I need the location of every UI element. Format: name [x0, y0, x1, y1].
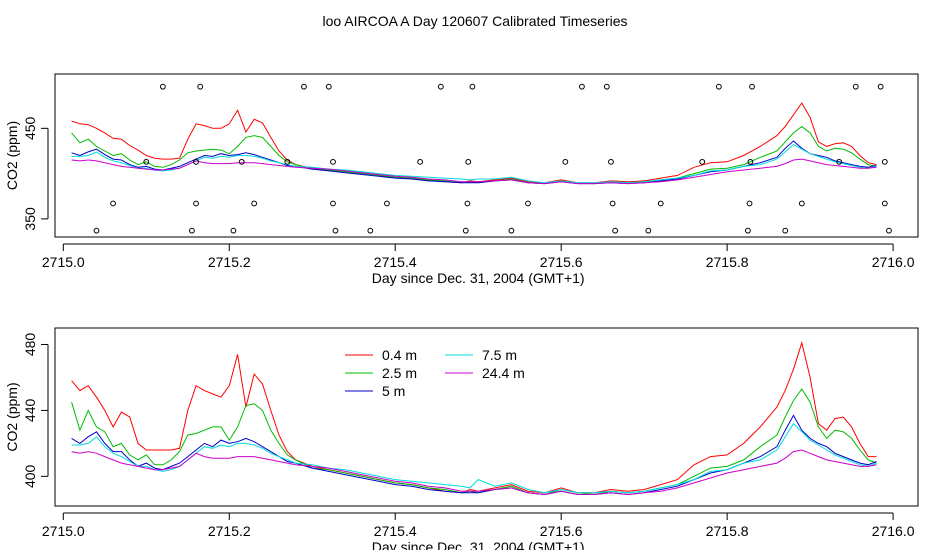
data-marker [143, 158, 150, 165]
data-marker [886, 227, 892, 234]
legend-label: 2.5 m [382, 365, 417, 381]
data-marker [325, 83, 332, 90]
data-marker [332, 227, 339, 234]
data-marker [93, 227, 100, 234]
data-marker [798, 200, 805, 207]
data-marker [384, 200, 390, 207]
series-line-5-m [71, 414, 877, 496]
series-line-24-4-m [71, 449, 877, 496]
data-marker [238, 158, 245, 165]
data-marker [645, 227, 652, 234]
data-marker [330, 158, 336, 165]
data-marker [464, 200, 471, 207]
plot-frame [54, 327, 919, 507]
data-marker [608, 158, 614, 165]
data-marker [197, 83, 204, 90]
x-tick-label: 2715.8 [706, 523, 749, 539]
legend-label: 0.4 m [382, 347, 417, 363]
data-marker [881, 158, 888, 165]
marker-group [93, 83, 892, 234]
x-axis-label: Day since Dec. 31, 2004 (GMT+1) [372, 270, 585, 286]
data-marker [367, 227, 374, 234]
x-tick-label: 2716.0 [872, 523, 915, 539]
x-tick-label: 2715.2 [208, 254, 251, 270]
data-marker [881, 200, 888, 207]
data-marker [462, 227, 469, 234]
series-line-0-4-m [71, 102, 877, 184]
legend: 0.4 m 2.5 m 5 m 7.5 m 24.4 m [345, 347, 525, 399]
figure-title: loo AIRCOA A Day 120607 Calibrated Times… [322, 13, 627, 29]
data-marker [330, 200, 336, 207]
x-tick-label: 2715.4 [374, 254, 417, 270]
data-marker [508, 227, 515, 234]
data-marker [417, 158, 424, 165]
legend-label: 7.5 m [482, 347, 517, 363]
x-axis: 2715.0 2715.2 2715.4 2715.6 2715.8 2716.0 Day … [42, 512, 915, 550]
data-marker [609, 200, 616, 207]
data-marker [193, 200, 199, 207]
x-tick-label: 2716.0 [872, 254, 915, 270]
x-tick-label: 2715.0 [42, 254, 85, 270]
data-marker [836, 158, 843, 165]
y-tick-label: 450 [22, 116, 38, 140]
data-marker [562, 158, 569, 165]
top-panel: 2715.0 2715.2 2715.4 2715.6 2715.8 2716.0 Day … [4, 73, 919, 286]
data-marker [193, 158, 199, 165]
x-tick-label: 2715.6 [540, 254, 583, 270]
series-line-2-5-m [71, 125, 877, 185]
data-marker [189, 227, 195, 234]
data-marker [699, 158, 706, 165]
data-marker [744, 227, 751, 234]
data-marker [749, 83, 755, 90]
data-marker [852, 83, 859, 90]
data-marker [469, 83, 476, 90]
x-tick-label: 2715.8 [706, 254, 749, 270]
data-marker [159, 83, 166, 90]
x-tick-label: 2715.0 [42, 523, 85, 539]
legend-label: 24.4 m [482, 365, 525, 381]
y-axis-label: CO2 (ppm) [4, 382, 20, 451]
x-axis-label: Day since Dec. 31, 2004 (GMT+1) [372, 539, 585, 550]
data-marker [465, 158, 472, 165]
data-marker [437, 83, 444, 90]
data-marker [715, 83, 722, 90]
data-marker [657, 200, 664, 207]
data-marker [579, 83, 585, 90]
bottom-panel: 2715.0 2715.2 2715.4 2715.6 2715.8 2716.0 Day … [4, 327, 919, 550]
data-marker [110, 200, 116, 207]
x-axis: 2715.0 2715.2 2715.4 2715.6 2715.8 2716.0 Day … [42, 243, 915, 286]
data-marker [284, 158, 291, 165]
data-marker [230, 227, 237, 234]
series-line-7-5-m [71, 422, 877, 494]
series-line-24-4-m [71, 158, 877, 185]
series-line-2-5-m [71, 388, 877, 496]
x-tick-label: 2715.4 [374, 523, 417, 539]
y-axis-label: CO2 (ppm) [4, 121, 20, 190]
series-line-7-5-m [71, 143, 877, 184]
series-line-0-4-m [71, 340, 877, 494]
plot-frame [54, 73, 919, 238]
series-group [71, 102, 877, 185]
data-marker [747, 158, 754, 165]
legend-label: 5 m [382, 383, 405, 399]
data-marker [746, 200, 753, 207]
data-marker [782, 227, 789, 234]
y-tick-label: 350 [22, 207, 38, 231]
series-group [71, 340, 877, 496]
data-marker [877, 83, 884, 90]
y-tick-label: 440 [22, 399, 38, 423]
x-tick-label: 2715.6 [540, 523, 583, 539]
y-tick-label: 400 [22, 464, 38, 488]
data-marker [603, 83, 610, 90]
data-marker [301, 83, 307, 90]
y-axis: 400 440 480 CO2 (ppm) [4, 333, 49, 488]
x-tick-label: 2715.2 [208, 523, 251, 539]
data-marker [612, 227, 619, 234]
y-tick-label: 480 [22, 333, 38, 357]
data-marker [251, 200, 258, 207]
data-marker [525, 200, 531, 207]
